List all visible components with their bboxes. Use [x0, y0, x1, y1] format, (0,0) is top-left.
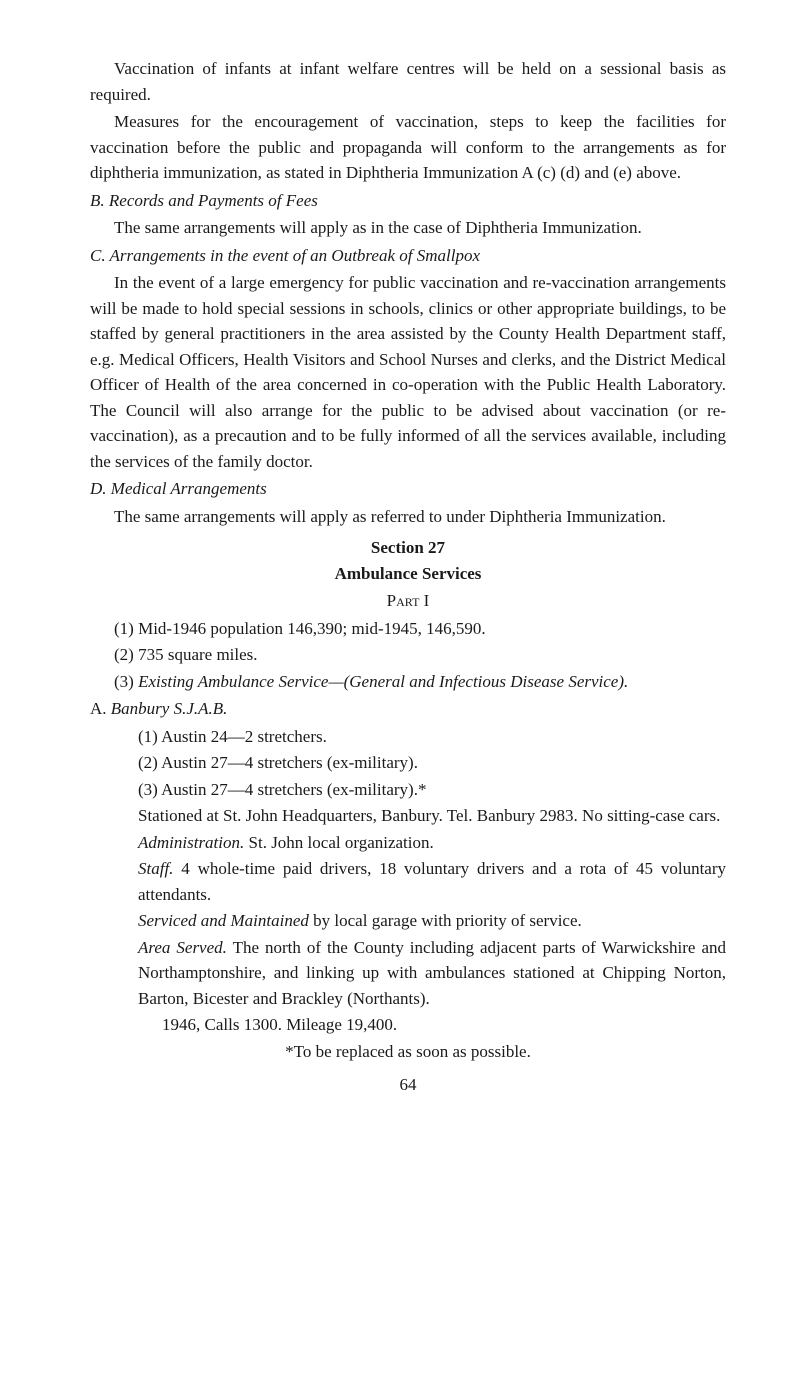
paragraph-vaccination: Vaccination of infants at infant welfare… [90, 56, 726, 107]
calls-mileage: 1946, Calls 1300. Mileage 19,400. [90, 1012, 726, 1038]
serviced-text: by local garage with priority of service… [309, 911, 582, 930]
admin-text: St. John local organization. [244, 833, 434, 852]
administration-line: Administration. St. John local organizat… [90, 830, 726, 856]
section-number: Section 27 [90, 535, 726, 561]
heading-c: C. Arrangements in the event of an Outbr… [90, 243, 726, 269]
austin-3: (3) Austin 27—4 stretchers (ex-military)… [90, 777, 726, 803]
list-item-1: (1) Mid-1946 population 146,390; mid-194… [90, 616, 726, 642]
heading-d: D. Medical Arrangements [90, 476, 726, 502]
paragraph-d: The same arrangements will apply as refe… [90, 504, 726, 530]
area-served-line: Area Served. The north of the County inc… [90, 935, 726, 1012]
stationed-text: Stationed at St. John Headquarters, Banb… [90, 803, 726, 829]
staff-text: 4 whole-time paid drivers, 18 voluntary … [138, 859, 726, 904]
section-title: Ambulance Services [90, 561, 726, 587]
staff-line: Staff. 4 whole-time paid drivers, 18 vol… [90, 856, 726, 907]
heading-a: A. Banbury S.J.A.B. [90, 696, 726, 722]
heading-b: B. Records and Payments of Fees [90, 188, 726, 214]
heading-b-label: B. Records and Payments of Fees [90, 191, 318, 210]
item3-text: Existing Ambulance Service—(General and … [138, 672, 628, 691]
serviced-label: Serviced and Maintained [138, 911, 309, 930]
paragraph-c: In the event of a large emergency for pu… [90, 270, 726, 474]
serviced-line: Serviced and Maintained by local garage … [90, 908, 726, 934]
area-text: The north of the County including adjace… [138, 938, 726, 1008]
item3-prefix: (3) [114, 672, 138, 691]
heading-d-label: D. Medical Arrangements [90, 479, 267, 498]
a-prefix: A. [90, 699, 111, 718]
admin-label: Administration. [138, 833, 244, 852]
list-item-2: (2) 735 square miles. [90, 642, 726, 668]
austin-1: (1) Austin 24—2 stretchers. [90, 724, 726, 750]
heading-c-label: C. Arrangements in the event of an Outbr… [90, 246, 480, 265]
paragraph-b: The same arrangements will apply as in t… [90, 215, 726, 241]
area-label: Area Served. [138, 938, 227, 957]
list-item-3: (3) Existing Ambulance Service—(General … [90, 669, 726, 695]
part-label: Part I [90, 588, 726, 614]
footnote: *To be replaced as soon as possible. [90, 1039, 726, 1065]
a-label: Banbury S.J.A.B. [111, 699, 228, 718]
austin-2: (2) Austin 27—4 stretchers (ex-military)… [90, 750, 726, 776]
staff-label: Staff. [138, 859, 173, 878]
paragraph-measures: Measures for the encouragement of vaccin… [90, 109, 726, 186]
page-number: 64 [90, 1072, 726, 1098]
